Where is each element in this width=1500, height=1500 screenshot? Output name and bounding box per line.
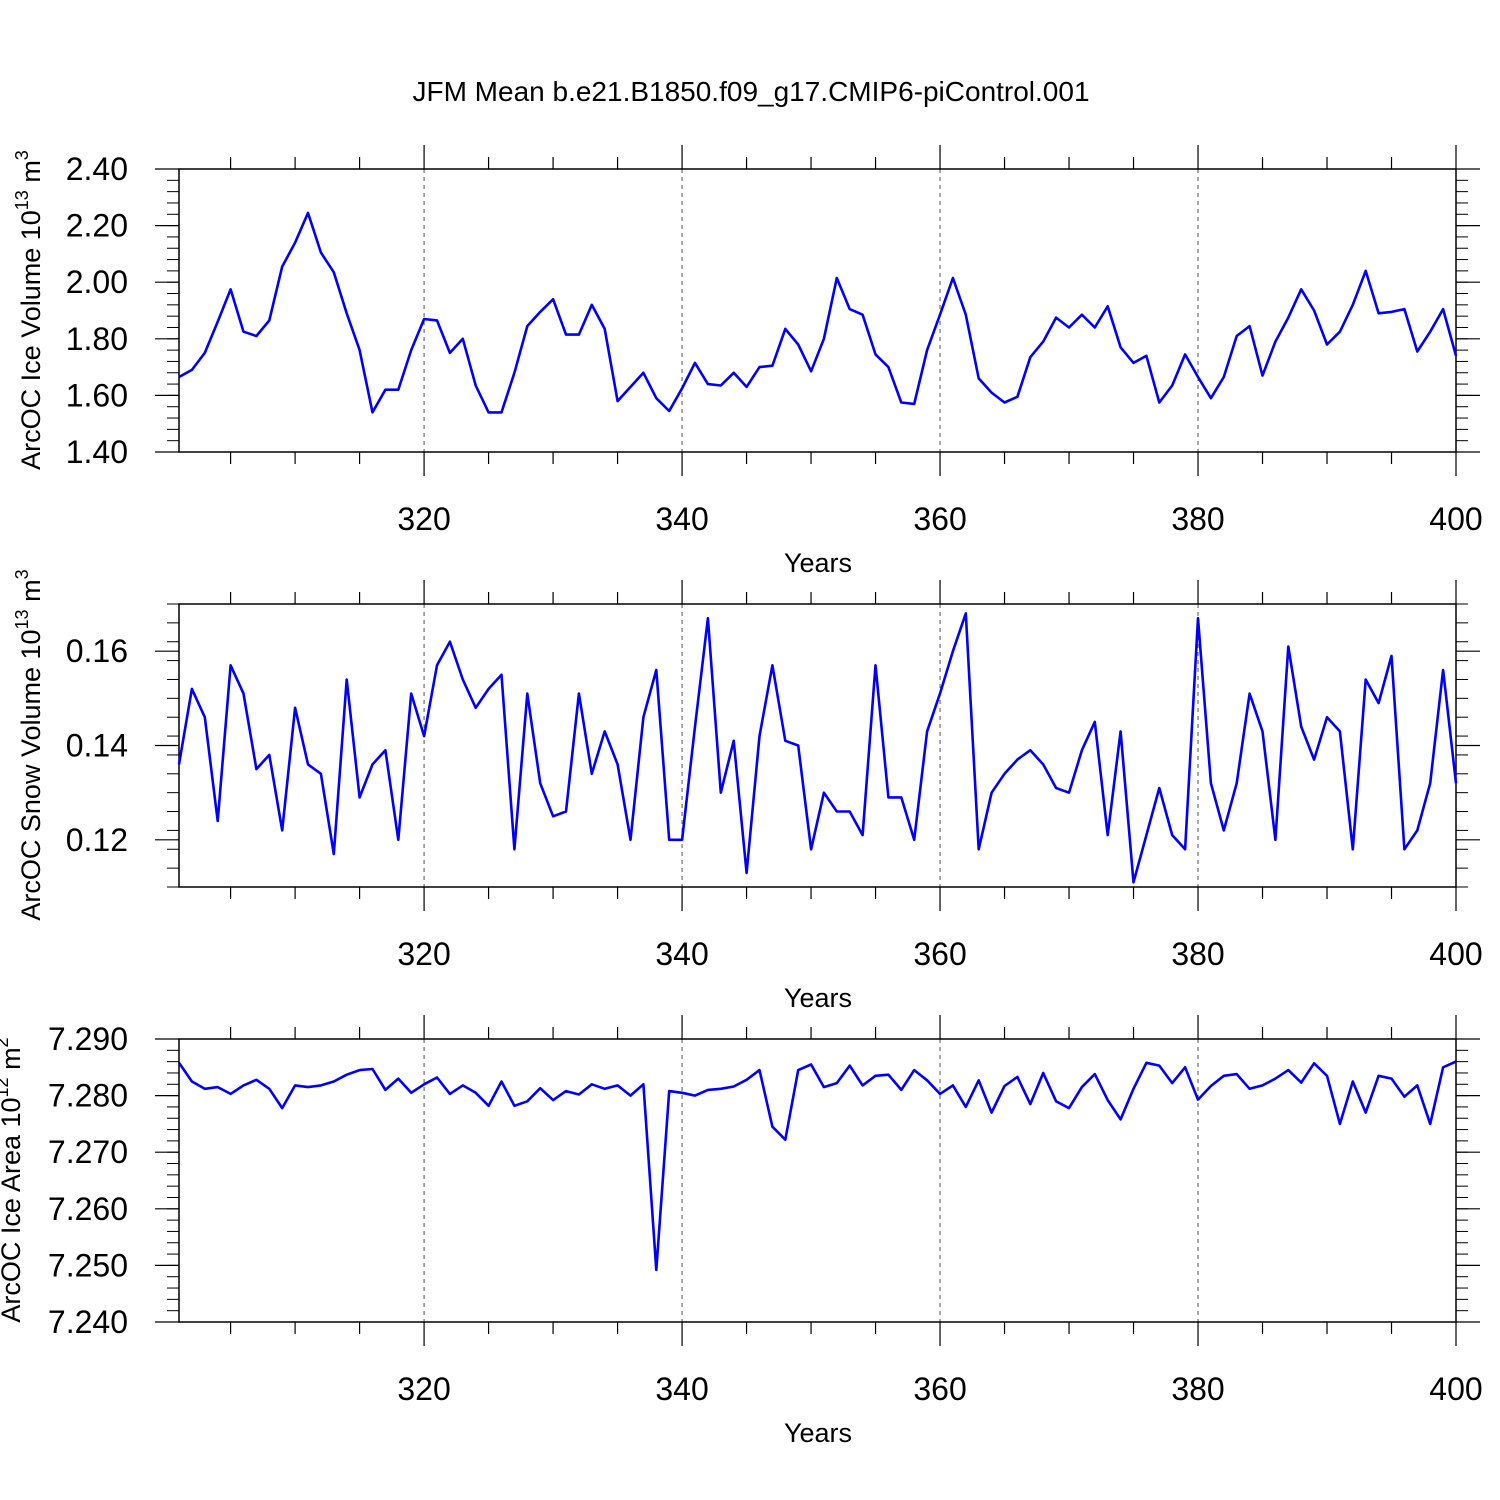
x-tick-label: 400 [1429,1371,1482,1407]
y-tick-label: 0.16 [66,633,128,669]
x-tick-label: 380 [1171,936,1224,972]
x-tick-label: 320 [397,1371,450,1407]
y-tick-label: 1.60 [66,377,128,413]
x-axis-title: Years [784,548,852,578]
y-axis-title: ArcOC Ice Area 1012 m2 [0,1037,26,1322]
x-tick-label: 360 [913,1371,966,1407]
y-tick-label: 7.290 [48,1021,128,1057]
x-tick-label: 360 [913,501,966,537]
y-tick-label: 2.20 [66,208,128,244]
x-axis-title: Years [784,1418,852,1448]
x-tick-label: 340 [655,1371,708,1407]
x-tick-label: 380 [1171,1371,1224,1407]
y-tick-label: 2.00 [66,264,128,300]
y-tick-label: 7.260 [48,1191,128,1227]
y-tick-label: 0.12 [66,822,128,858]
x-tick-label: 380 [1171,501,1224,537]
y-axis-title: ArcOC Snow Volume 1013 m3 [12,569,46,920]
figure-title: JFM Mean b.e21.B1850.f09_g17.CMIP6-piCon… [412,76,1089,107]
y-tick-label: 7.270 [48,1134,128,1170]
y-axis-title: ArcOC Ice Volume 1013 m3 [12,150,46,470]
y-tick-label: 1.40 [66,434,128,470]
x-tick-label: 340 [655,501,708,537]
x-tick-label: 320 [397,501,450,537]
plot-frame [178,168,1457,453]
series-line-snow-volume [177,612,1458,884]
x-tick-label: 400 [1429,501,1482,537]
panel-ice-area: 7.240 7.250 7.260 7.270 7.280 7.290 320 340 360 3… [0,1015,1483,1448]
series-line-ice-area [177,1060,1457,1272]
plot-frame [178,1038,1457,1323]
y-tick-label: 0.14 [66,728,128,764]
panel-ice-volume: 1.40 1.60 1.80 2.00 2.20 2.40 320 340 360 380 400 Y… [12,145,1483,578]
panel-snow-volume: 0.12 0.14 0.16 320 340 360 380 400 Years ArcOC Sn… [12,569,1483,1013]
y-tick-label: 2.40 [66,151,128,187]
x-tick-label: 360 [913,936,966,972]
x-tick-label: 320 [397,936,450,972]
y-tick-label: 7.280 [48,1078,128,1114]
panels: 1.40 1.60 1.80 2.00 2.20 2.40 320 340 360 380 400 Y… [0,145,1483,1448]
y-tick-label: 7.250 [48,1247,128,1283]
x-tick-label: 400 [1429,936,1482,972]
y-tick-label: 7.240 [48,1304,128,1340]
x-axis-title: Years [784,983,852,1013]
y-tick-label: 1.80 [66,321,128,357]
x-tick-label: 340 [655,936,708,972]
series-line-ice-volume [178,211,1458,414]
